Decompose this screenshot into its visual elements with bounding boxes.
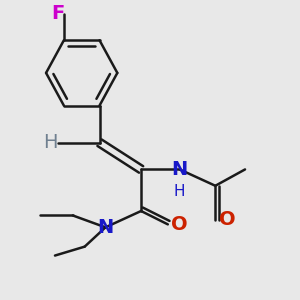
Text: F: F [51,4,64,23]
Text: H: H [174,184,185,199]
Text: N: N [97,218,114,237]
Text: H: H [43,133,58,152]
Text: O: O [171,215,188,234]
Text: N: N [172,160,188,179]
Text: O: O [219,210,236,230]
